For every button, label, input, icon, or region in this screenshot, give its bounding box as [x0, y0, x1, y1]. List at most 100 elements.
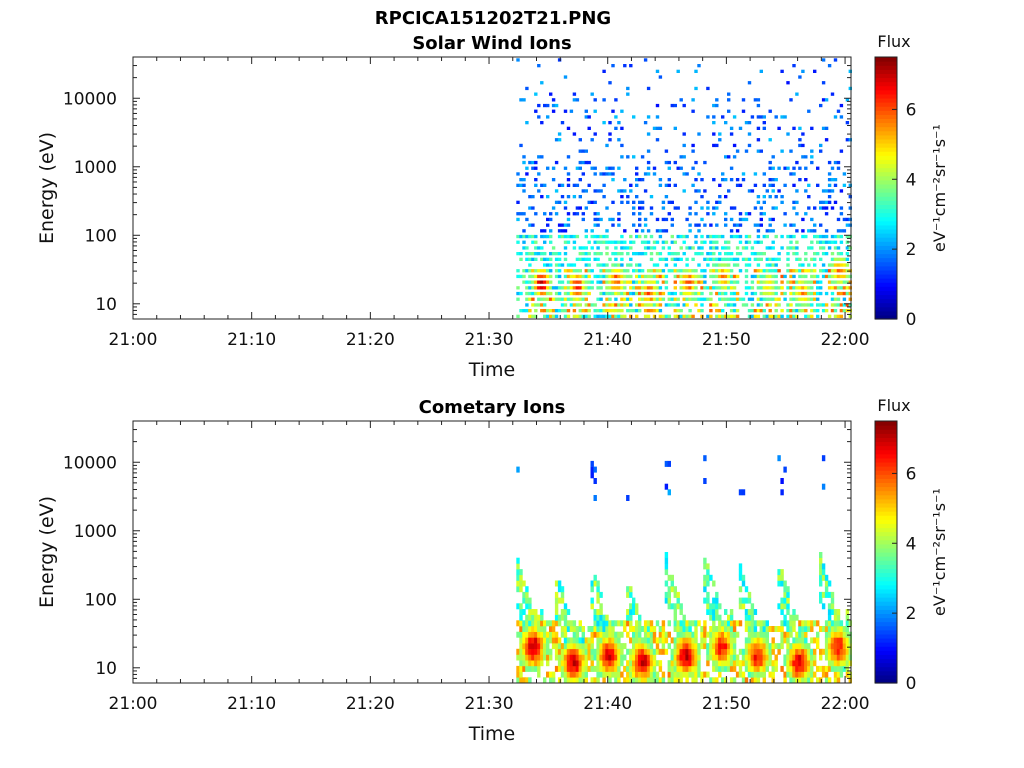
heatmap-cell	[626, 614, 630, 621]
colorbar-segment	[875, 122, 897, 128]
heatmap-cell	[673, 314, 677, 318]
heatmap-cell	[632, 597, 636, 604]
heatmap-cell	[635, 286, 639, 290]
heatmap-cell	[753, 252, 758, 256]
heatmap-cell	[620, 189, 624, 193]
heatmap-cell	[673, 263, 677, 267]
heatmap-cell	[605, 637, 609, 644]
heatmap-cell	[667, 660, 671, 667]
heatmap-cell	[626, 648, 630, 655]
colorbar-segment	[875, 249, 897, 255]
heatmap-cell	[578, 620, 582, 627]
heatmap-cell	[557, 280, 562, 284]
heatmap-cell	[605, 206, 609, 210]
colorbar-segment	[875, 445, 897, 451]
heatmap-cell	[537, 643, 541, 650]
heatmap-cell	[658, 178, 663, 182]
heatmap-cell	[732, 314, 737, 318]
heatmap-cell	[833, 58, 838, 62]
heatmap-cell	[744, 654, 749, 661]
heatmap-cell	[635, 303, 639, 307]
heatmap-cell	[821, 98, 826, 102]
heatmap-cell	[724, 252, 728, 256]
heatmap-cell	[581, 217, 585, 222]
heatmap-cell	[578, 274, 582, 279]
heatmap-cell	[771, 286, 775, 290]
heatmap-cell	[744, 269, 749, 273]
heatmap-cell	[649, 291, 654, 296]
colorbar-segment	[875, 478, 897, 483]
heatmap-cell	[810, 240, 814, 244]
heatmap-cell	[801, 677, 805, 684]
heatmap-cell	[543, 637, 547, 644]
heatmap-cell	[629, 586, 633, 593]
heatmap-cell	[816, 665, 820, 672]
heatmap-cell	[632, 286, 636, 290]
heatmap-cell	[786, 660, 790, 667]
heatmap-cell	[721, 280, 725, 284]
heatmap-cell	[646, 172, 651, 176]
heatmap-cell	[528, 291, 532, 296]
heatmap-cell	[774, 269, 778, 273]
heatmap-cell	[673, 303, 677, 307]
heatmap-cell	[744, 291, 749, 296]
colorbar-segment	[875, 678, 897, 684]
heatmap-cell	[546, 620, 550, 627]
heatmap-cell	[652, 291, 657, 296]
heatmap-cell	[617, 280, 621, 284]
heatmap-cell	[554, 654, 559, 661]
heatmap-cell	[599, 189, 603, 193]
heatmap-cell	[697, 189, 701, 193]
heatmap-cell	[842, 291, 847, 296]
heatmap-cell	[741, 603, 746, 610]
heatmap-cell	[786, 309, 790, 313]
heatmap-cell	[543, 314, 547, 318]
heatmap-cell	[605, 229, 609, 233]
heatmap-cell	[563, 229, 568, 233]
heatmap-cell	[810, 671, 814, 678]
heatmap-cell	[827, 614, 832, 621]
heatmap-cell	[845, 246, 850, 250]
heatmap-cell	[801, 280, 805, 284]
heatmap-cell	[554, 597, 559, 604]
heatmap-cell	[783, 466, 787, 473]
heatmap-cell	[569, 677, 574, 684]
heatmap-cell	[673, 252, 677, 256]
heatmap-cell	[640, 240, 645, 244]
heatmap-cell	[750, 631, 755, 638]
heatmap-cell	[560, 671, 565, 678]
heatmap-cell	[658, 274, 663, 279]
heatmap-cell	[753, 269, 758, 273]
heatmap-cell	[694, 291, 698, 296]
heatmap-cell	[679, 257, 683, 261]
heatmap-cell	[762, 660, 766, 667]
heatmap-cell	[560, 183, 565, 187]
heatmap-cell	[635, 229, 639, 233]
heatmap-cell	[756, 223, 761, 227]
heatmap-cell	[694, 252, 698, 256]
heatmap-cell	[753, 314, 758, 318]
heatmap-cell	[845, 257, 850, 261]
heatmap-cell	[783, 671, 787, 678]
heatmap-cell	[735, 229, 740, 233]
heatmap-cell	[572, 246, 577, 250]
heatmap-cell	[658, 269, 663, 273]
heatmap-cell	[824, 631, 829, 638]
heatmap-cell	[649, 637, 654, 644]
heatmap-cell	[706, 206, 710, 210]
heatmap-cell	[715, 665, 719, 672]
heatmap-cell	[688, 286, 692, 290]
heatmap-cell	[729, 648, 734, 655]
heatmap-cell	[729, 309, 734, 313]
heatmap-cell	[759, 217, 763, 222]
heatmap-cell	[629, 189, 633, 193]
heatmap-cell	[816, 286, 820, 290]
heatmap-cell	[691, 654, 695, 661]
heatmap-cell	[584, 677, 588, 684]
heatmap-cell	[590, 586, 594, 593]
heatmap-cell	[718, 257, 722, 261]
heatmap-cell	[712, 637, 716, 644]
heatmap-cell	[581, 671, 585, 678]
heatmap-cell	[771, 643, 775, 650]
heatmap-cell	[691, 637, 695, 644]
